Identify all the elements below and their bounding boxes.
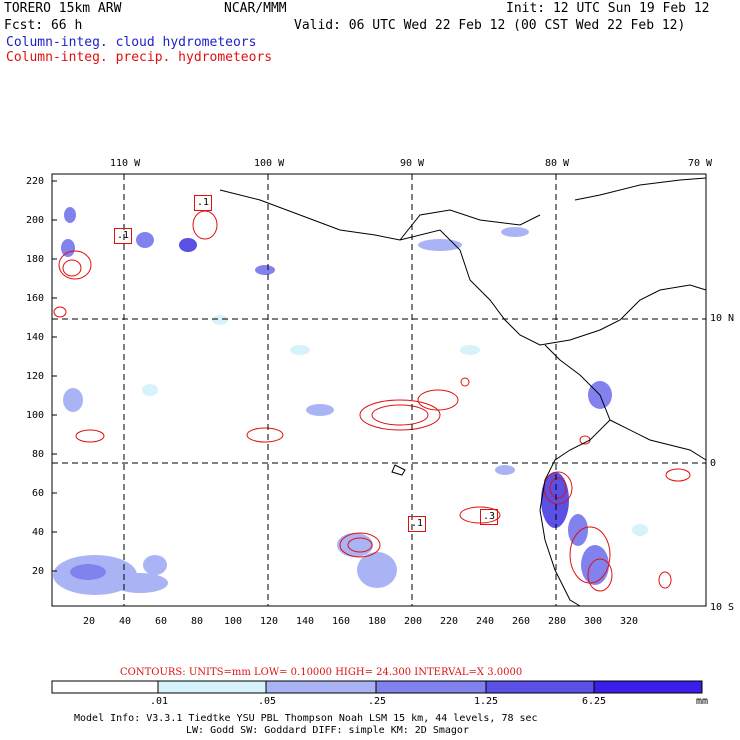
lon-label: 70 W [688, 158, 713, 169]
x-tick-label: 300 [584, 616, 603, 627]
contour-box-label: .3 [480, 509, 499, 525]
contour-box-label: .1 [114, 228, 133, 244]
y-tick-label: 20 [32, 566, 45, 577]
cloud-field-label: Column-integ. cloud hydrometeors [6, 35, 257, 50]
y-tick-label: 80 [32, 449, 45, 460]
x-tick-label: 80 [191, 616, 204, 627]
x-tick-label: 160 [332, 616, 351, 627]
y-tick-label: 180 [26, 254, 45, 265]
lon-label: 110 W [110, 158, 141, 169]
y-tick-label: 160 [26, 293, 45, 304]
x-tick-label: 60 [155, 616, 168, 627]
contour-box-label: .1 [194, 195, 213, 211]
x-tick-label: 240 [476, 616, 495, 627]
lat-label: 10 S [710, 602, 735, 613]
colorbar-label: .01 [150, 696, 169, 707]
x-tick-label: 220 [440, 616, 459, 627]
lat-label: 10 N [710, 313, 735, 324]
colorbar-label: .05 [258, 696, 277, 707]
cloud-shading [53, 207, 648, 595]
x-tick-label: 20 [83, 616, 96, 627]
y-tick-label: 200 [26, 215, 45, 226]
x-tick-label: 280 [548, 616, 567, 627]
graticule [52, 174, 706, 606]
colorbar-label: 1.25 [474, 696, 499, 707]
lon-label: 90 W [400, 158, 425, 169]
contour-box-label: .1 [408, 516, 427, 532]
colorbar [51, 680, 703, 694]
x-tick-label: 320 [620, 616, 639, 627]
y-tick-label: 140 [26, 332, 45, 343]
lat-label: 0 [710, 458, 717, 469]
model-info-line1: Model Info: V3.3.1 Tiedtke YSU PBL Thomp… [74, 713, 538, 724]
forecast-hour: Fcst: 66 h [4, 18, 83, 33]
x-tick-label: 40 [119, 616, 132, 627]
colorbar-label: .25 [368, 696, 387, 707]
lon-label: 80 W [545, 158, 570, 169]
x-tick-label: 140 [296, 616, 315, 627]
init-time: Init: 12 UTC Sun 19 Feb 12 [506, 1, 710, 16]
y-tick-label: 60 [32, 488, 45, 499]
colorbar-label: 6.25 [582, 696, 607, 707]
lon-label: 100 W [254, 158, 285, 169]
coastlines [219, 177, 707, 607]
valid-time: Valid: 06 UTC Wed 22 Feb 12 (00 CST Wed … [294, 18, 686, 33]
y-tick-label: 100 [26, 410, 45, 421]
model-info-line2: LW: Godd SW: Goddard DIFF: simple KM: 2D… [186, 725, 469, 736]
precip-contours [53, 210, 691, 592]
model-title: TORERO 15km ARW [4, 1, 122, 16]
precip-field-label: Column-integ. precip. hydrometeors [6, 50, 273, 65]
axis-ticks [52, 180, 57, 572]
org-label: NCAR/MMM [224, 1, 287, 16]
x-tick-label: 260 [512, 616, 531, 627]
y-tick-label: 40 [32, 527, 45, 538]
contour-info: CONTOURS: UNITS=mm LOW= 0.10000 HIGH= 24… [120, 667, 523, 678]
y-tick-label: 220 [26, 176, 45, 187]
colorbar-unit: mm [696, 696, 709, 707]
x-tick-label: 100 [224, 616, 243, 627]
x-tick-label: 120 [260, 616, 279, 627]
y-tick-label: 120 [26, 371, 45, 382]
x-tick-label: 180 [368, 616, 387, 627]
x-tick-label: 200 [404, 616, 423, 627]
